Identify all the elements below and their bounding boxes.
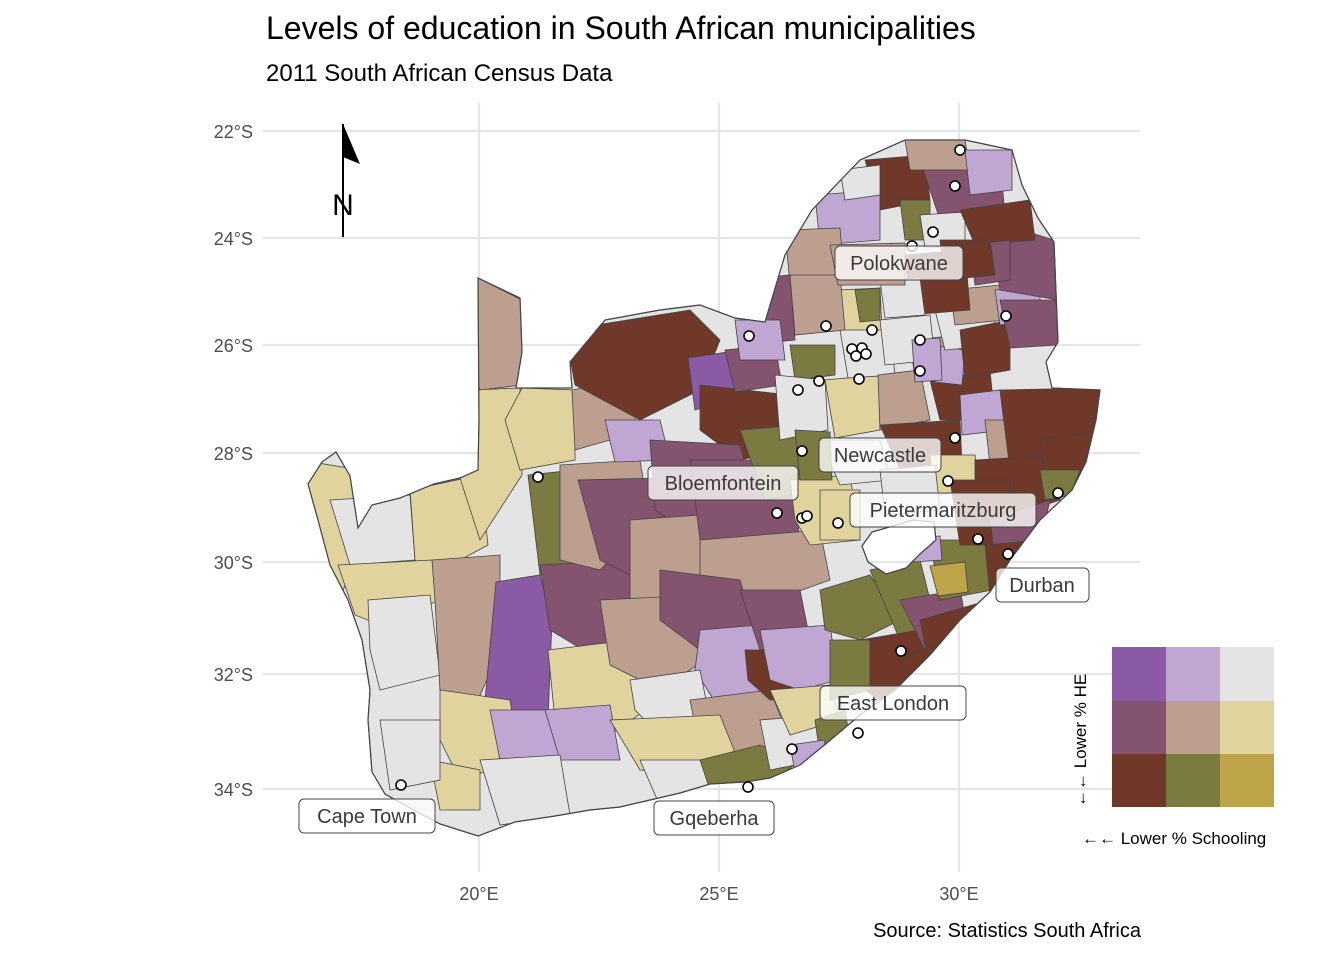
city-label-east-london: East London — [819, 685, 967, 721]
municipality-region — [504, 387, 576, 471]
svg-text:East London: East London — [837, 693, 949, 715]
city-label-polokwane: Polokwane — [834, 245, 964, 281]
city-point — [866, 324, 878, 336]
svg-text:Gqeberha: Gqeberha — [670, 808, 760, 830]
legend-y-title: ←← Lower % HE — [1071, 674, 1090, 807]
y-tick: 24°S — [214, 229, 253, 249]
municipality-region — [789, 344, 836, 381]
city-label-pietermaritzburg: Pietermaritzburg — [849, 492, 1037, 528]
svg-text:Newcastle: Newcastle — [834, 445, 926, 467]
city-label-cape-town: Cape Town — [298, 798, 436, 834]
legend-cell — [1166, 647, 1220, 701]
x-axis-ticks: 20°E 25°E 30°E — [459, 884, 978, 904]
city-point — [532, 471, 544, 483]
legend-x-title: ←← Lower % Schooling — [1082, 829, 1266, 848]
municipality-region — [367, 594, 441, 691]
municipality-region — [999, 299, 1059, 349]
svg-text:Cape Town: Cape Town — [317, 806, 417, 828]
legend-cell — [1166, 754, 1220, 807]
municipality-region — [544, 704, 621, 761]
city-point — [801, 510, 813, 522]
city-label-bloemfontein: Bloemfontein — [647, 465, 799, 501]
city-point — [852, 727, 864, 739]
city-point — [832, 517, 844, 529]
city-point — [1002, 548, 1014, 560]
city-point — [914, 365, 926, 377]
city-labels: Polokwane Newcastle Bloemfontein Pieterm… — [298, 245, 1090, 836]
municipality-region — [734, 319, 786, 361]
svg-text:Bloemfontein: Bloemfontein — [665, 473, 782, 495]
svg-text:Polokwane: Polokwane — [850, 253, 948, 275]
city-point — [742, 781, 754, 793]
municipality-region — [824, 374, 881, 439]
municipality-region — [929, 561, 969, 597]
legend-cell — [1112, 754, 1166, 807]
legend-cell — [1220, 647, 1274, 701]
city-point — [853, 373, 865, 385]
municipality-region — [959, 199, 1036, 246]
north-arrow: N — [332, 124, 360, 237]
legend-cell — [1220, 754, 1274, 807]
legend-cell — [1112, 701, 1166, 754]
svg-text:Durban: Durban — [1009, 575, 1075, 597]
north-arrow-label: N — [332, 189, 354, 222]
city-point — [942, 475, 954, 487]
x-tick: 25°E — [699, 884, 738, 904]
y-tick: 22°S — [214, 122, 253, 142]
city-point — [796, 445, 808, 457]
city-points — [395, 144, 1064, 793]
city-point — [949, 432, 961, 444]
city-label-durban: Durban — [995, 567, 1090, 603]
municipality-region — [759, 624, 839, 691]
legend-cell — [1220, 701, 1274, 754]
y-tick: 32°S — [214, 665, 253, 685]
city-point — [813, 375, 825, 387]
x-tick: 30°E — [939, 884, 978, 904]
legend-cell — [1112, 647, 1166, 701]
city-point — [1000, 310, 1012, 322]
municipality-region — [379, 719, 441, 791]
municipality-region — [839, 164, 881, 201]
x-tick: 20°E — [459, 884, 498, 904]
bivariate-legend: ←← Lower % HE ←← Lower % Schooling — [1071, 647, 1274, 848]
city-point — [949, 180, 961, 192]
source-caption: Source: Statistics South Africa — [873, 920, 1141, 942]
city-point — [771, 507, 783, 519]
y-axis-ticks: 22°S 24°S 26°S 28°S 30°S 32°S 34°S — [214, 122, 253, 800]
city-label-gqeberha: Gqeberha — [653, 800, 775, 836]
y-tick: 28°S — [214, 444, 253, 464]
city-point — [792, 384, 804, 396]
city-point — [954, 144, 966, 156]
y-tick: 26°S — [214, 336, 253, 356]
city-point — [786, 743, 798, 755]
city-point — [860, 348, 872, 360]
city-point — [972, 533, 984, 545]
y-tick: 34°S — [214, 780, 253, 800]
map-subtitle: 2011 South African Census Data — [266, 60, 613, 87]
legend-cell — [1166, 701, 1220, 754]
svg-text:Pietermaritzburg: Pietermaritzburg — [870, 500, 1017, 522]
city-point — [850, 350, 862, 362]
city-point — [914, 334, 926, 346]
municipality-region — [964, 149, 1013, 196]
map-title: Levels of education in South African mun… — [266, 10, 976, 46]
municipality-region — [789, 274, 846, 336]
city-point — [820, 320, 832, 332]
municipality-region — [959, 319, 1011, 379]
city-point — [395, 779, 407, 791]
municipality-region — [877, 369, 931, 431]
city-point — [1052, 487, 1064, 499]
municipality-region — [429, 759, 481, 811]
city-point — [895, 645, 907, 657]
south-africa-map — [307, 139, 1101, 837]
city-point — [927, 226, 939, 238]
municipality-region — [774, 374, 829, 441]
city-point — [743, 330, 755, 342]
y-tick: 30°S — [214, 553, 253, 573]
city-label-newcastle: Newcastle — [818, 437, 942, 473]
